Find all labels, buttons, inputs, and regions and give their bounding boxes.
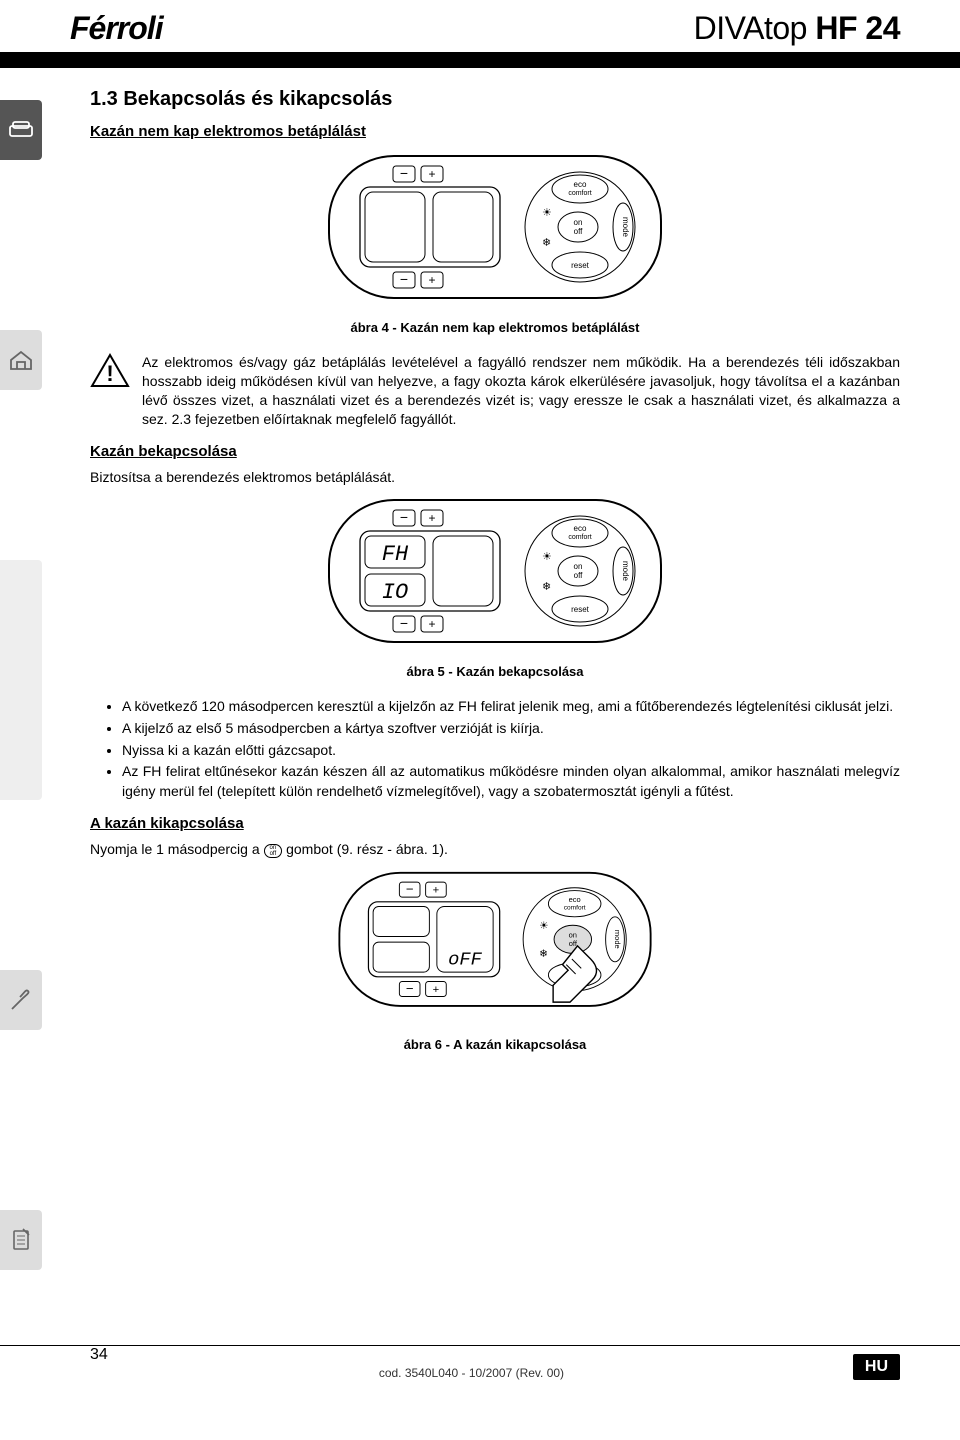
svg-text:oFF: oFF [448, 949, 483, 971]
svg-text:eco: eco [569, 895, 581, 904]
brand-logo: Férroli [70, 10, 163, 47]
model-title: DIVAtop HF 24 [694, 10, 900, 47]
svg-text:−: − [400, 615, 408, 631]
svg-text:mode: mode [621, 217, 630, 238]
svg-text:eco: eco [574, 524, 587, 533]
svg-text:+: + [428, 167, 435, 181]
page-footer: cod. 3540L040 - 10/2007 (Rev. 00) HU [0, 1345, 960, 1380]
figure-6: oFF − + − + eco comfort on off mode rese… [90, 869, 900, 1022]
figure-5-caption: ábra 5 - Kazán bekapcsolása [90, 664, 900, 679]
sidebar-tab-4 [0, 970, 42, 1030]
svg-text:comfort: comfort [568, 190, 591, 197]
section-title: 1.3 Bekapcsolás és kikapcsolás [90, 88, 900, 111]
svg-text:−: − [400, 509, 408, 525]
svg-text:on: on [574, 562, 583, 571]
sidebar-tabs [0, 100, 42, 1440]
svg-text:!: ! [106, 361, 113, 386]
sidebar-tab-3 [0, 560, 42, 800]
language-badge: HU [853, 1354, 900, 1380]
svg-text:+: + [433, 984, 440, 996]
footer-code: cod. 3540L040 - 10/2007 (Rev. 00) [90, 1366, 853, 1380]
svg-text:mode: mode [621, 561, 630, 582]
svg-text:comfort: comfort [568, 534, 591, 541]
svg-text:reset: reset [571, 261, 590, 270]
svg-text:☀: ☀ [542, 551, 552, 563]
svg-text:❄: ❄ [539, 949, 548, 960]
svg-text:IO: IO [382, 580, 408, 605]
list-item: Nyissa ki a kazán előtti gázcsapot. [122, 741, 900, 761]
svg-text:off: off [574, 571, 584, 580]
main-content: 1.3 Bekapcsolás és kikapcsolás Kazán nem… [0, 68, 960, 1052]
svg-text:off: off [574, 227, 584, 236]
svg-text:−: − [400, 165, 408, 181]
svg-text:mode: mode [613, 930, 622, 949]
figure-5: FH IO − + − + eco comfort on off mode re… [90, 496, 900, 649]
warning-icon: ! [90, 353, 130, 429]
svg-text:+: + [428, 273, 435, 287]
onoff-inline-button: onoff [264, 844, 283, 858]
on-heading: Kazán bekapcsolása [90, 443, 900, 460]
svg-text:reset: reset [571, 605, 590, 614]
svg-text:+: + [433, 885, 440, 897]
svg-text:eco: eco [574, 180, 587, 189]
on-text: Biztosítsa a berendezés elektromos betáp… [90, 468, 900, 487]
list-item: A következő 120 másodpercen keresztül a … [122, 697, 900, 717]
svg-text:☀: ☀ [542, 207, 552, 219]
svg-text:−: − [406, 882, 414, 897]
header-black-bar [0, 54, 960, 68]
sidebar-tab-1 [0, 100, 42, 160]
bullet-list: A következő 120 másodpercen keresztül a … [122, 697, 900, 801]
svg-text:−: − [400, 271, 408, 287]
off-heading: A kazán kikapcsolása [90, 815, 900, 832]
svg-text:−: − [406, 981, 414, 996]
figure-4-caption: ábra 4 - Kazán nem kap elektromos betápl… [90, 320, 900, 335]
figure-4: − + − + eco comfort on off mode reset ☀ … [90, 152, 900, 305]
off-text: Nyomja le 1 másodpercig a onoff gombot (… [90, 840, 900, 859]
page-header: Férroli DIVAtop HF 24 [0, 0, 960, 54]
list-item: A kijelző az első 5 másodpercben a kárty… [122, 719, 900, 739]
svg-text:FH: FH [382, 542, 409, 567]
figure-6-caption: ábra 6 - A kazán kikapcsolása [90, 1037, 900, 1052]
svg-text:❄: ❄ [542, 581, 551, 593]
svg-text:+: + [428, 511, 435, 525]
warning-text: Az elektromos és/vagy gáz betáplálás lev… [142, 353, 900, 429]
warning-block: ! Az elektromos és/vagy gáz betáplálás l… [90, 353, 900, 429]
svg-text:on: on [574, 218, 583, 227]
sidebar-tab-5 [0, 1210, 42, 1270]
sidebar-tab-2 [0, 330, 42, 390]
svg-text:comfort: comfort [564, 905, 586, 912]
svg-text:☀: ☀ [539, 921, 548, 932]
svg-text:+: + [428, 617, 435, 631]
section-subtitle: Kazán nem kap elektromos betáplálást [90, 123, 900, 140]
list-item: Az FH felirat eltűnésekor kazán készen á… [122, 762, 900, 801]
svg-text:❄: ❄ [542, 237, 551, 249]
